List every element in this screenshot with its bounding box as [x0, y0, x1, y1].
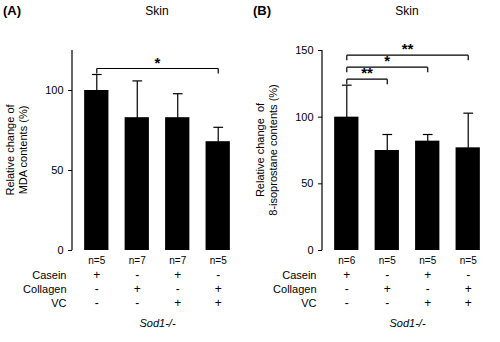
- svg-text:**: **: [402, 40, 414, 57]
- svg-text:+: +: [465, 296, 472, 310]
- svg-text:+: +: [424, 296, 431, 310]
- svg-text:n=5: n=5: [88, 255, 105, 266]
- svg-text:+: +: [93, 268, 100, 282]
- svg-text:n=6: n=6: [338, 255, 355, 266]
- svg-text:-: -: [176, 282, 180, 296]
- svg-text:-: -: [135, 296, 139, 310]
- svg-text:n=7: n=7: [169, 255, 186, 266]
- svg-text:+: +: [134, 282, 141, 296]
- svg-text:100: 100: [295, 111, 313, 123]
- svg-text:+: +: [215, 296, 222, 310]
- svg-text:n=5: n=5: [210, 255, 227, 266]
- svg-text:Casein: Casein: [32, 269, 66, 281]
- svg-text:0: 0: [307, 244, 313, 256]
- html-text:Skin: Skin: [145, 4, 169, 18]
- svg-text:+: +: [174, 268, 181, 282]
- svg-text:*: *: [384, 52, 390, 69]
- svg-text:**: **: [361, 64, 373, 81]
- svg-text:Collagen: Collagen: [23, 283, 66, 295]
- svg-text:+: +: [174, 296, 181, 310]
- svg-text:n=5: n=5: [379, 255, 396, 266]
- svg-text:-: -: [95, 282, 99, 296]
- svg-text:-: -: [385, 268, 389, 282]
- svg-text:Casein: Casein: [282, 269, 316, 281]
- svg-text:+: +: [465, 282, 472, 296]
- svg-text:VC: VC: [51, 297, 66, 309]
- svg-text:+: +: [343, 268, 350, 282]
- svg-text:n=7: n=7: [129, 255, 146, 266]
- html-text:Skin: Skin: [395, 4, 419, 18]
- svg-text:-: -: [135, 268, 139, 282]
- svg-text:-: -: [216, 268, 220, 282]
- svg-text:50: 50: [301, 177, 313, 189]
- html-text:(B): (B): [253, 3, 271, 18]
- svg-text:0: 0: [57, 244, 63, 256]
- svg-text:-: -: [426, 282, 430, 296]
- html-text:(A): (A): [3, 3, 21, 18]
- svg-text:*: *: [155, 54, 161, 71]
- svg-text:Collagen: Collagen: [273, 283, 316, 295]
- svg-text:Sod1-/-: Sod1-/-: [139, 317, 175, 329]
- svg-text:Relative change of8-isoprosta: Relative change of8-isoprostane contents…: [254, 84, 279, 215]
- svg-text:VC: VC: [301, 297, 316, 309]
- svg-text:-: -: [95, 296, 99, 310]
- svg-text:+: +: [215, 282, 222, 296]
- svg-text:-: -: [345, 282, 349, 296]
- svg-text:-: -: [345, 296, 349, 310]
- svg-text:-: -: [466, 268, 470, 282]
- svg-text:+: +: [424, 268, 431, 282]
- svg-text:n=5: n=5: [419, 255, 436, 266]
- svg-text:+: +: [384, 282, 391, 296]
- svg-text:100: 100: [45, 84, 63, 96]
- svg-text:n=5: n=5: [460, 255, 477, 266]
- svg-text:Relative change ofMDA contents: Relative change ofMDA contents (%): [4, 104, 29, 196]
- svg-text:50: 50: [51, 164, 63, 176]
- svg-text:-: -: [385, 296, 389, 310]
- svg-text:150: 150: [295, 44, 313, 56]
- svg-text:Sod1-/-: Sod1-/-: [389, 317, 425, 329]
